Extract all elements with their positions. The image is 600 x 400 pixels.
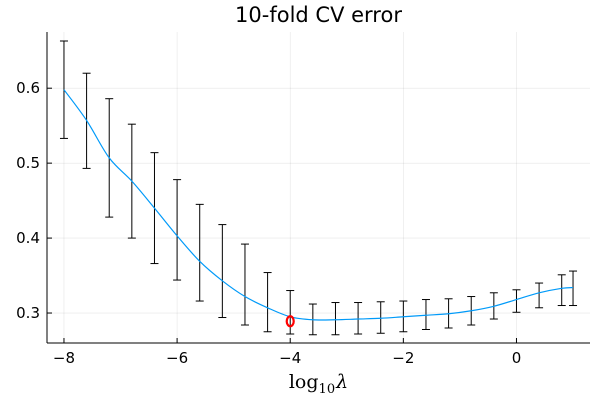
x-tick-label: −2: [392, 349, 414, 367]
x-tick-label: −4: [279, 349, 301, 367]
y-tick-label: 0.5: [16, 154, 40, 172]
axes: [46, 32, 590, 344]
x-axis-label-symbol: λ: [335, 371, 348, 393]
min-error-marker: [285, 315, 295, 328]
tick-labels: −8 −6 −4 −2 0 0.3 0.4 0.5 0.6: [16, 79, 521, 367]
x-tick-label: −8: [53, 349, 75, 367]
x-axis-label-subscript: 10: [319, 382, 336, 397]
y-tick-label: 0.3: [16, 304, 40, 322]
chart-title: 10-fold CV error: [235, 3, 402, 27]
series-line-layer: [63, 89, 574, 321]
x-axis-label: log10λ: [289, 371, 348, 397]
x-tick-label: 0: [512, 349, 522, 367]
grid-lines: [47, 32, 590, 343]
y-tick-label: 0.6: [16, 79, 40, 97]
x-tick-label: −6: [166, 349, 188, 367]
x-axis-label-base: log: [289, 371, 319, 393]
cv-error-line: [63, 89, 574, 321]
y-tick-label: 0.4: [16, 229, 40, 247]
marker-layer: [285, 315, 295, 328]
